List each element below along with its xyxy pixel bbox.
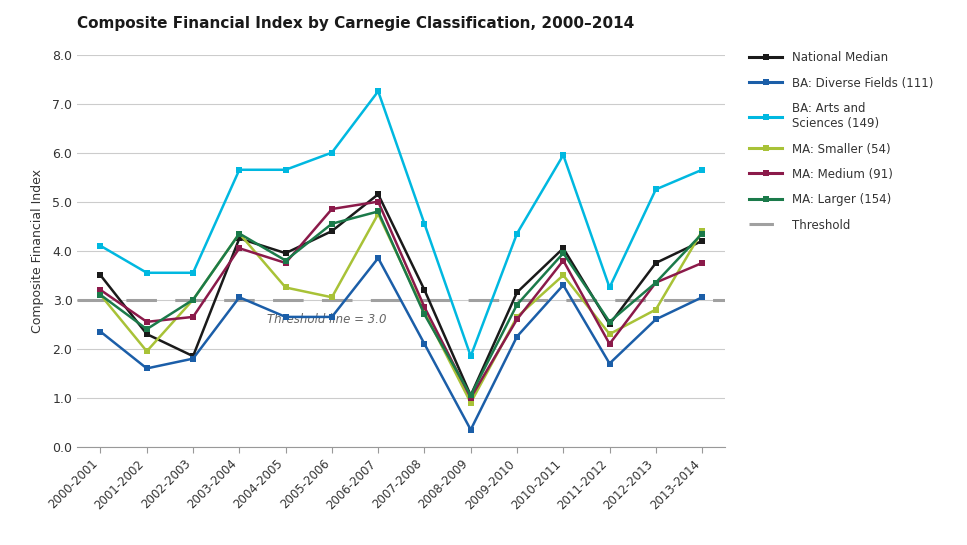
Legend: National Median, BA: Diverse Fields (111), BA: Arts and
Sciences (149), MA: Smal: National Median, BA: Diverse Fields (111… [745,47,938,237]
Text: Composite Financial Index by Carnegie Classification, 2000–2014: Composite Financial Index by Carnegie Cl… [77,16,634,32]
Text: Threshold line = 3.0: Threshold line = 3.0 [267,313,387,326]
Y-axis label: Composite Financial Index: Composite Financial Index [31,169,44,332]
